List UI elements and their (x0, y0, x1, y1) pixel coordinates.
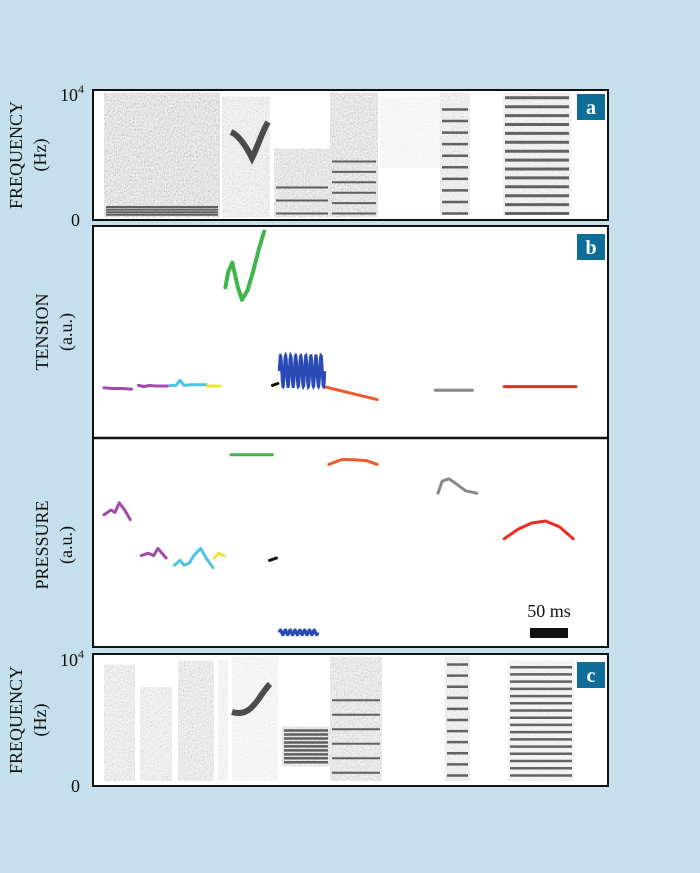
trace-b-green-4 (223, 229, 267, 302)
panel-a: FREQUENCY (Hz) 104 0 a (6, 82, 609, 230)
y-axis-label-pressure: PRESSURE (a.u.) (32, 500, 77, 589)
trace-b-blue-oscillation (277, 351, 327, 391)
spectrogram-segment (380, 96, 440, 168)
panel-badge-a-label: a (586, 97, 596, 119)
spectrogram-segment (330, 656, 382, 781)
y-tick-c-bottom: 0 (71, 776, 80, 796)
trace-b-cyan-2 (168, 378, 208, 387)
trace-b2-purple-1 (139, 546, 168, 560)
trace-b2-cyan-2 (172, 546, 215, 570)
pressure-traces (102, 453, 575, 637)
spectrogram-segment (104, 92, 220, 218)
spectrogram-c-sweep (231, 681, 273, 716)
panel-badge-c-label: c (587, 665, 596, 687)
panel-badge-b: b (577, 234, 605, 260)
spectrogram-segment (218, 660, 228, 781)
spectrogram-segment (178, 660, 214, 781)
y-axis-label-c: FREQUENCY (Hz) (6, 666, 51, 774)
trace-b2-orange-6 (327, 458, 379, 466)
y-tick-a-bottom: 0 (71, 210, 80, 230)
y-axis-label-a: FREQUENCY (Hz) (6, 101, 51, 209)
trace-b2-blue-oscillation (277, 628, 320, 637)
trace-b2-purple-0 (102, 501, 132, 522)
y-axis-label-pressure-line2: (a.u.) (56, 526, 77, 564)
panel-b: b TENSION (a.u.) PRESSURE (a.u.) 50 ms (32, 225, 609, 648)
y-tick-a-top: 104 (60, 82, 84, 105)
trace-b-purple-1 (137, 383, 169, 389)
panel-badge-c: c (577, 662, 605, 688)
spectrogram-segment (232, 656, 278, 781)
panel-badge-a: a (577, 94, 605, 120)
spectrogram-segment (503, 92, 571, 215)
scale-bar-line (530, 628, 568, 638)
spectrogram-segment (508, 660, 574, 781)
spectrogram-segment (274, 148, 330, 218)
tension-traces (102, 229, 578, 402)
spectrogram-segment (140, 687, 172, 781)
y-axis-label-c-line1: FREQUENCY (6, 666, 26, 774)
y-axis-label-a-line1: FREQUENCY (6, 101, 26, 209)
y-axis-label-tension: TENSION (a.u.) (32, 294, 77, 371)
spectrogram-segment (282, 726, 330, 767)
panel-b-frame (92, 225, 609, 648)
trace-b-orange-6 (324, 385, 379, 402)
trace-b-purple-0 (102, 386, 134, 391)
scale-bar: 50 ms (527, 601, 571, 638)
trace-b2-black-5 (268, 556, 278, 562)
panel-c: FREQUENCY (Hz) 104 0 c (6, 647, 609, 796)
y-axis-label-a-line2: (Hz) (30, 139, 51, 172)
spectrogram-c (104, 656, 574, 781)
spectrogram-segment (222, 96, 270, 218)
y-axis-label-tension-line2: (a.u.) (56, 313, 77, 351)
trace-b-black-5 (270, 382, 280, 387)
y-axis-label-pressure-line1: PRESSURE (32, 500, 52, 589)
spectrogram-segment (445, 656, 470, 781)
y-tick-c-top: 104 (60, 647, 84, 670)
spectrogram-segment (330, 92, 378, 218)
spectrogram-segment (440, 92, 470, 215)
trace-b2-gray-7 (436, 477, 479, 495)
spectrogram-a (104, 92, 571, 218)
y-axis-label-tension-line1: TENSION (32, 294, 52, 371)
scale-bar-label: 50 ms (527, 601, 571, 621)
panel-badge-b-label: b (585, 237, 596, 259)
spectrogram-segment (104, 664, 135, 781)
trace-b2-red-8 (502, 519, 575, 541)
spectrogram-a-sweep (229, 120, 271, 165)
y-axis-label-c-line2: (Hz) (30, 704, 51, 737)
trace-b2-yellow-3 (212, 551, 226, 560)
